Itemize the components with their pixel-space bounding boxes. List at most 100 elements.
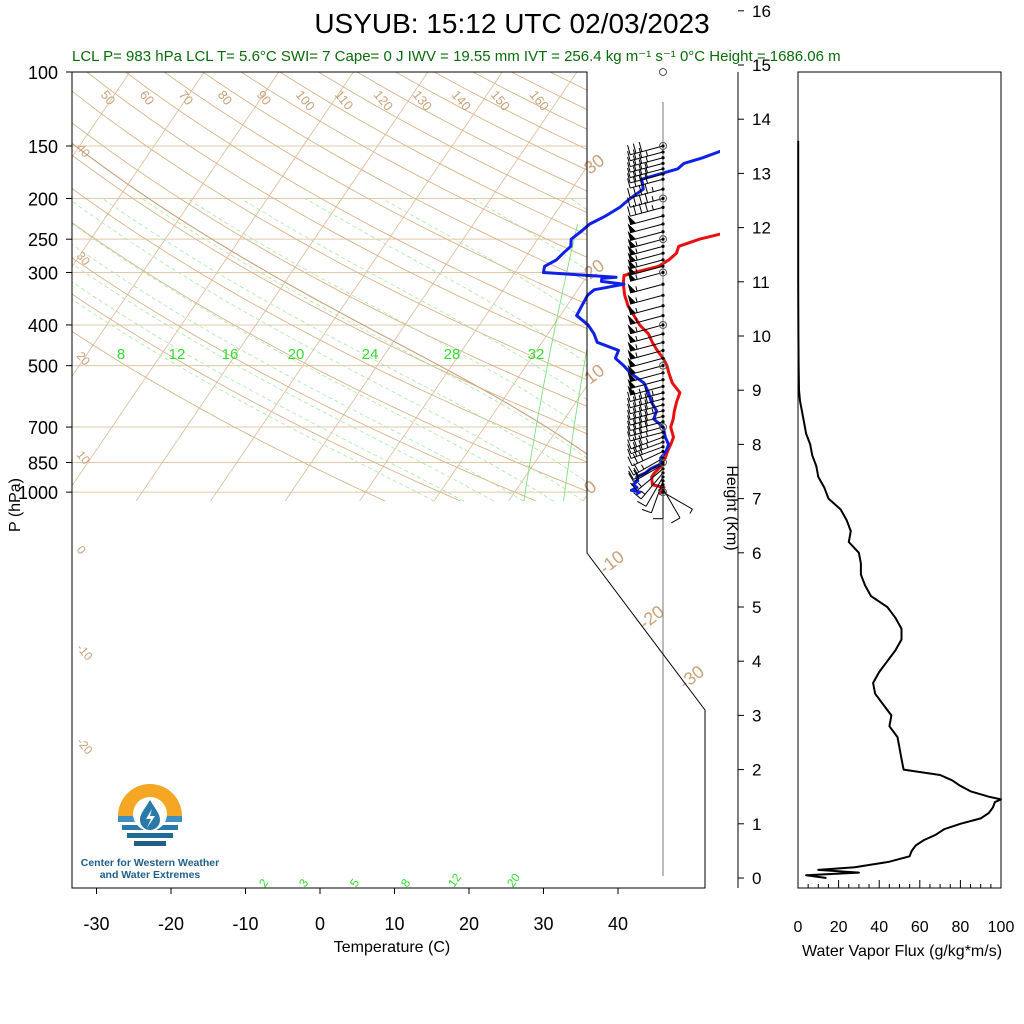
wind-barb-flag [632, 186, 637, 197]
dry-adiabat-line [125, 72, 705, 502]
wind-staff-dot [661, 435, 665, 439]
y-tick-label: 200 [28, 189, 58, 209]
wind-barb-flag [638, 153, 643, 164]
wind-barb-half-flag [635, 352, 638, 358]
wind-barb-flag [627, 144, 631, 155]
wind-barb-flag [638, 185, 643, 195]
wind-barb-flag [633, 492, 642, 500]
wind-level-marker [659, 458, 667, 467]
wind-barb-pennant [627, 294, 636, 305]
wind-barb-flag [627, 420, 631, 431]
isotherm-line [72, 72, 131, 502]
height-tick-label: 14 [752, 110, 771, 129]
height-tick-label: 6 [752, 544, 761, 563]
wind-staff-dot [661, 304, 665, 308]
wind-barb-pennant [627, 378, 636, 389]
wind-barb-flag [627, 409, 631, 420]
y-tick-label: 400 [28, 316, 58, 336]
height-tick-label: 5 [752, 598, 761, 617]
flux-x-tick-label: 60 [911, 919, 929, 936]
wind-barb-pennant [627, 283, 636, 294]
height-tick-label: 13 [752, 164, 771, 183]
wind-barb-flag [628, 472, 634, 482]
wind-staff-dot [661, 264, 665, 268]
wind-level-marker [659, 68, 667, 76]
wind-staff-dot [661, 409, 665, 413]
water-vapor-flux-line [797, 140, 1002, 879]
wind-barb-flag [638, 406, 643, 417]
wind-barb-pennant [627, 385, 636, 396]
wind-staff-dot [661, 420, 665, 424]
wind-barb-flag [627, 426, 631, 436]
wind-barb-half-flag [651, 205, 654, 211]
height-tick-label: 15 [752, 56, 771, 75]
height-tick-label: 7 [752, 490, 761, 509]
wind-barb-flag [627, 439, 632, 449]
wind-barb-flag [627, 415, 631, 426]
wind-staff-dot [661, 471, 665, 475]
x-axis-label: Temperature (C) [334, 939, 450, 956]
wind-barb-pennant [627, 223, 636, 233]
wind-staff-dot [661, 440, 665, 444]
mixing-ratio-label-top: 12 [169, 346, 186, 363]
height-tick-label: 12 [752, 219, 771, 238]
mixing-ratio-label-top: 8 [117, 346, 125, 363]
wind-barb-flag [638, 394, 643, 405]
height-tick-label: 9 [752, 381, 761, 400]
wind-staff-dot [661, 391, 665, 395]
wind-barb-half-flag [635, 297, 638, 303]
temperature-profile [621, 232, 720, 496]
wind-barb-half-flag [645, 151, 649, 157]
wind-staff-dot [661, 230, 665, 234]
y-tick-label: 500 [28, 357, 58, 377]
wind-barb-half-flag [635, 255, 638, 261]
wind-barb-pennant [627, 215, 636, 225]
wind-staff-dot [661, 403, 665, 407]
wind-staff-dot [661, 214, 665, 218]
wind-barb-half-flag [689, 508, 693, 514]
wind-barb-half-flag [635, 248, 638, 254]
wind-barb-half-flag [635, 241, 638, 247]
wind-barb-flag [638, 451, 644, 461]
wind-barb-flag [627, 206, 631, 217]
wind-barb-pennant [627, 364, 636, 375]
mixing-ratio-line [523, 223, 579, 502]
dry-adiabat-line [72, 72, 537, 502]
logo-text-line1: Center for Western Weather [80, 857, 220, 869]
moist-adiabat-line [72, 198, 554, 502]
mixing-ratio-label-top: 32 [528, 346, 545, 363]
dry-adiabat-line [72, 72, 705, 502]
wind-staff-dot [661, 356, 665, 360]
isotherm-line [72, 72, 280, 502]
wind-barb-flag [638, 147, 643, 158]
wind-barb-pennant [627, 349, 636, 360]
wind-barb-half-flag [635, 286, 638, 292]
skewt-frame [71, 71, 706, 889]
wind-barb [662, 491, 693, 510]
wind-barb-flag [638, 444, 643, 455]
wind-barb-flag [633, 467, 640, 477]
isotherm-line [135, 72, 429, 502]
isotherm-line [284, 72, 578, 502]
wind-staff-dot [661, 467, 665, 471]
wind-barb-flag [627, 431, 631, 442]
flux-frame [797, 71, 1002, 889]
wind-barb-flag [627, 178, 631, 189]
wind-staff-dot [661, 270, 665, 275]
x-tick-label: 30 [533, 914, 553, 934]
height-axis-label: Height (Km) [723, 465, 740, 550]
dry-adiabat-line [202, 72, 705, 502]
wind-barb-pennant [627, 230, 636, 241]
wind-barb-flag [632, 437, 638, 447]
wind-staff-dot [661, 313, 665, 318]
wind-barb-flag [644, 405, 649, 415]
isotherm-line [72, 72, 205, 502]
x-tick-label: -30 [83, 914, 109, 934]
wind-staff-dot [661, 187, 665, 191]
wind-barb-half-flag [651, 396, 654, 402]
wind-barb-half-flag [635, 268, 638, 274]
height-tick-label: 11 [752, 273, 770, 292]
wind-barb-half-flag [651, 390, 654, 396]
wind-staff-dot [661, 293, 665, 297]
y-tick-label: 850 [28, 453, 58, 473]
